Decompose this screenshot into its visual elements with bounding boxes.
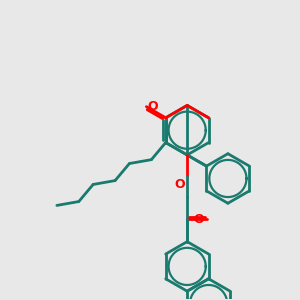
Text: O: O (148, 100, 158, 113)
Text: O: O (194, 213, 205, 226)
Text: O: O (175, 178, 185, 191)
